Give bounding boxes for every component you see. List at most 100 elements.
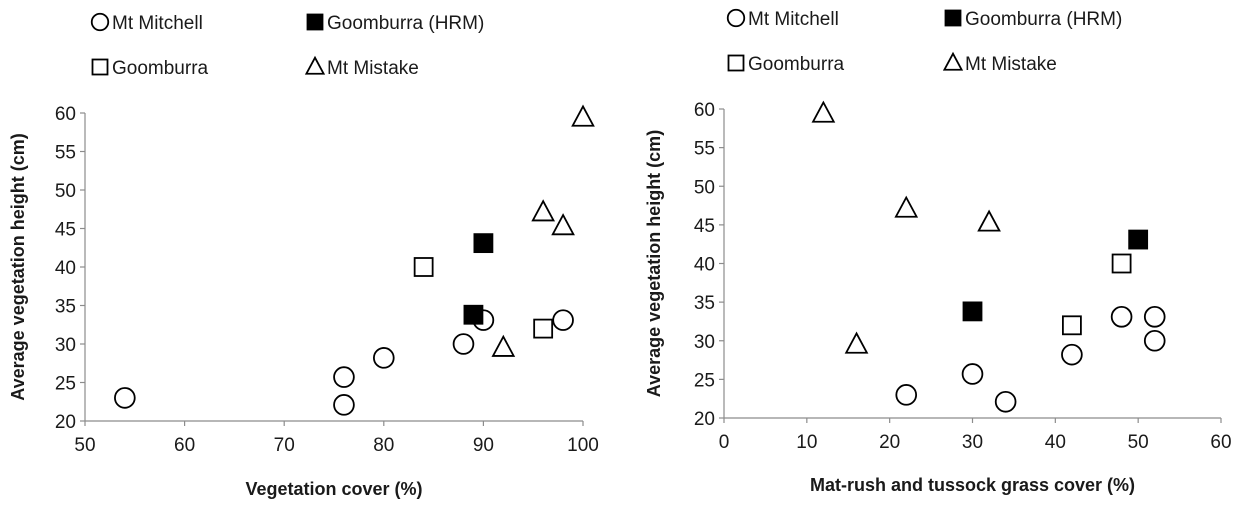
y-tick-label: 30 <box>694 332 715 353</box>
data-point <box>114 387 136 409</box>
legend-item: Goomburra (HRM) <box>306 13 484 34</box>
data-point <box>962 301 983 322</box>
data-point <box>533 318 554 339</box>
data-point <box>333 366 355 388</box>
legend-label: Mt Mitchell <box>112 13 203 34</box>
legend-label: Goomburra (HRM) <box>327 13 484 34</box>
y-tick-label: 55 <box>694 139 715 160</box>
chart-1: 20 25 30 35 40 45 50 55 60 50 60 70 80 90 100 Vegetatio… <box>8 12 599 499</box>
data-point <box>895 384 918 406</box>
legend-item: Goomburra <box>91 58 209 79</box>
legend-label: Goomburra (HRM) <box>965 9 1122 30</box>
data-point <box>531 199 556 222</box>
series-circle <box>114 309 574 416</box>
y-tick-label: 40 <box>55 258 76 279</box>
y-tick-label: 25 <box>694 370 715 391</box>
x-tick-label: 100 <box>567 435 599 456</box>
data-point <box>961 363 984 385</box>
chart-2: 20 25 30 35 40 45 50 55 60 0 10 20 30 40 50 60 Mat-rush … <box>644 8 1232 495</box>
x-tick-label: 10 <box>796 432 817 453</box>
y-tick-label: 35 <box>55 297 76 318</box>
y-axis-label: Average vegetation height (cm) <box>644 130 664 397</box>
legend: Mt Mitchell Goomburra (HRM) Goomburra Mt Mi… <box>726 8 1122 75</box>
legend-marker-open-square <box>91 58 109 76</box>
x-tick-label: 70 <box>274 435 295 456</box>
y-tick-label: 55 <box>55 143 76 164</box>
x-tick-label: 90 <box>473 435 494 456</box>
legend-label: Mt Mistake <box>965 54 1057 75</box>
data-point <box>333 394 355 416</box>
x-tick-label: 20 <box>879 432 900 453</box>
data-point <box>894 195 919 218</box>
data-point <box>1061 343 1083 366</box>
series-triangle <box>811 100 1001 354</box>
x-tick-label: 0 <box>719 432 730 453</box>
legend-marker-open-square <box>727 54 745 72</box>
series-triangle <box>491 104 595 357</box>
data-point <box>413 257 434 277</box>
x-axis-label: Vegetation cover (%) <box>245 479 422 499</box>
data-point <box>372 347 395 369</box>
data-point <box>491 334 516 357</box>
data-point <box>1062 315 1082 336</box>
legend-label: Goomburra <box>112 58 209 79</box>
y-tick-label: 20 <box>694 409 715 430</box>
data-point <box>811 100 836 123</box>
legend-marker-triangle <box>304 55 326 75</box>
x-tick-label: 60 <box>1210 432 1231 453</box>
legend-marker-circle <box>90 12 110 32</box>
data-point <box>1143 306 1166 328</box>
x-tick-label: 50 <box>1128 432 1149 453</box>
y-tick-label: 30 <box>55 335 76 356</box>
legend-marker-filled-square <box>944 9 962 27</box>
legend-label: Mt Mitchell <box>748 9 839 30</box>
data-point <box>1128 229 1149 250</box>
legend-item: Mt Mistake <box>304 55 419 79</box>
x-tick-label: 60 <box>174 435 195 456</box>
data-point <box>552 309 574 331</box>
x-tick-label: 50 <box>74 435 95 456</box>
x-tick-label: 30 <box>962 432 983 453</box>
data-point <box>844 331 869 354</box>
y-tick-label: 50 <box>694 177 715 198</box>
data-point <box>452 333 475 355</box>
y-tick-label: 60 <box>694 100 715 121</box>
y-tick-label: 40 <box>694 255 715 276</box>
y-axis-label: Average vegetation height (cm) <box>8 133 28 400</box>
series-open-square <box>413 257 554 339</box>
data-point <box>977 209 1001 232</box>
y-tick-label: 50 <box>55 181 76 202</box>
data-point <box>551 213 575 236</box>
data-point <box>1143 329 1166 352</box>
series-open-square <box>1062 253 1132 336</box>
y-tick-label: 35 <box>694 293 715 314</box>
legend-marker-circle <box>726 8 746 28</box>
data-point <box>1110 306 1133 328</box>
y-tick-label: 20 <box>55 412 76 433</box>
legend-marker-filled-square <box>306 13 324 31</box>
x-tick-label: 80 <box>373 435 394 456</box>
legend-marker-triangle <box>942 51 964 71</box>
legend-label: Goomburra <box>748 54 845 75</box>
legend: Mt Mitchell Goomburra (HRM) Goomburra Mt Mi… <box>90 12 484 79</box>
data-point <box>571 104 595 127</box>
series-filled-square <box>463 233 494 325</box>
y-tick-label: 45 <box>694 216 715 237</box>
x-axis-label: Mat-rush and tussock grass cover (%) <box>810 475 1135 495</box>
series-filled-square <box>962 229 1149 322</box>
x-tick-label: 40 <box>1045 432 1066 453</box>
data-point <box>994 390 1017 413</box>
data-point <box>1111 253 1132 274</box>
legend-item: Mt Mitchell <box>90 12 203 34</box>
y-tick-label: 60 <box>55 104 76 125</box>
series-circle <box>895 306 1166 413</box>
legend-item: Goomburra (HRM) <box>944 9 1122 30</box>
y-tick-label: 25 <box>55 374 76 395</box>
legend-item: Mt Mitchell <box>726 8 839 30</box>
legend-label: Mt Mistake <box>327 58 419 79</box>
data-point <box>463 304 484 325</box>
data-point <box>473 233 494 254</box>
y-tick-label: 45 <box>55 220 76 241</box>
